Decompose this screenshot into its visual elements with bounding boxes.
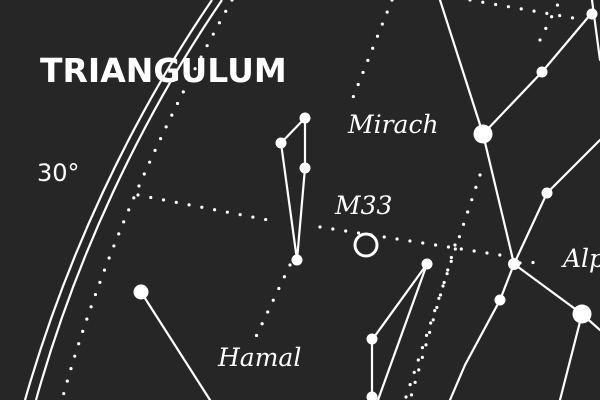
dotted-line-right-a bbox=[518, 260, 547, 265]
star bbox=[275, 137, 287, 149]
star bbox=[421, 258, 433, 270]
dotted-line-ra bbox=[136, 193, 270, 222]
star bbox=[541, 187, 553, 199]
andromeda-line-a bbox=[438, 0, 516, 400]
dotted-line-m33 bbox=[318, 225, 502, 257]
boundary-arc-outer bbox=[23, 0, 213, 400]
star-mirach bbox=[473, 124, 493, 144]
star bbox=[494, 294, 506, 306]
dotted-boundaries bbox=[60, 0, 587, 400]
aries-line bbox=[139, 290, 212, 400]
boundary-arc-inner bbox=[34, 0, 223, 400]
star bbox=[586, 8, 598, 20]
dotted-line-lower-b bbox=[408, 243, 457, 400]
declination-label: 30° bbox=[37, 159, 80, 187]
star bbox=[299, 162, 311, 174]
pisces-line-b bbox=[376, 262, 429, 400]
star bbox=[291, 254, 303, 266]
m33-galaxy-marker bbox=[353, 232, 379, 258]
star-hamal-region bbox=[133, 284, 149, 300]
star bbox=[299, 112, 311, 124]
dotted-line-mirach bbox=[350, 0, 394, 102]
object-label-m33: M33 bbox=[334, 191, 392, 220]
constellation-label: TRIANGULUM bbox=[40, 51, 287, 90]
andromeda-line-e bbox=[558, 312, 584, 400]
dotted-line-lower-a bbox=[403, 173, 482, 400]
star-label-hamal: Hamal bbox=[217, 343, 301, 372]
star bbox=[366, 333, 378, 345]
stars bbox=[133, 8, 598, 400]
star bbox=[536, 66, 548, 78]
star-alpheratz bbox=[572, 304, 592, 324]
star-label-mirach: Mirach bbox=[347, 110, 439, 139]
star-label-alpheratz: Alp bbox=[561, 244, 600, 273]
star bbox=[508, 258, 520, 270]
boundary-arcs bbox=[23, 0, 223, 400]
star bbox=[366, 391, 378, 400]
dotted-arc-left bbox=[60, 0, 234, 400]
